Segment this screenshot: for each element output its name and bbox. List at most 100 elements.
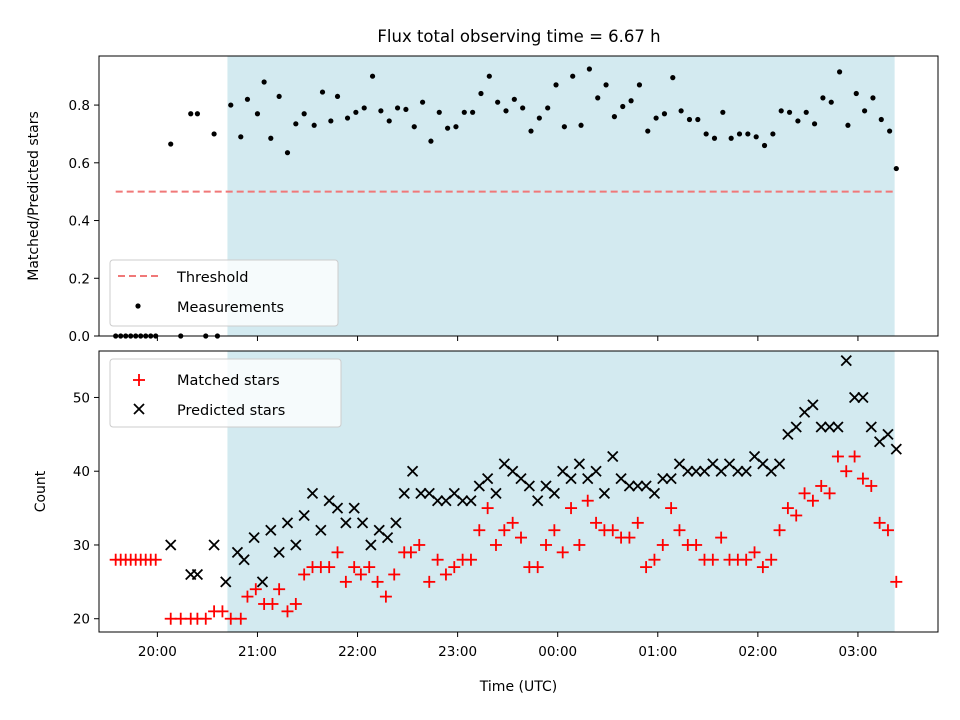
predicted-point-b [865,421,877,433]
bottom-y-ticks: 20 30 40 50 [73,390,99,628]
measurement-point [520,105,526,111]
predicted-point-b [191,568,204,581]
measurement-point [578,122,584,128]
matched-point [273,583,286,596]
predicted-point [865,421,877,433]
measurement-point [276,93,282,100]
matched-point [224,612,237,625]
matched-point [234,612,247,625]
predicted-point [815,421,827,433]
matched-point [423,575,436,588]
matched-point [531,561,544,574]
measurement-point [353,109,359,115]
predicted-point [298,509,310,522]
measurement-point [378,108,384,114]
measurement-point [403,106,409,113]
measurement-point [188,111,194,117]
predicted-point-b [723,458,736,470]
predicted-point [238,554,250,566]
top-shaded-span [227,56,895,336]
predicted-point-b [790,421,802,433]
measurement-point [453,124,459,130]
predicted-point-b [256,576,269,588]
measurement-point [344,115,351,121]
predicted-point-b [615,472,627,485]
matched-point [498,524,511,537]
predicted-point-b [298,509,310,522]
measurement-point [503,108,509,114]
predicted-point-b [273,546,285,558]
matched-point [289,597,302,610]
predicted-point [882,428,894,440]
matched-point [266,597,279,610]
matched-point [348,561,361,574]
predicted-point-b [456,495,469,507]
matched-point [890,575,903,588]
predicted-point [490,487,502,499]
matched-point [715,531,728,544]
legend-label-measurements: Measurements [177,300,284,316]
bottom-x-tick-label: 22:00 [338,644,377,660]
predicted-point [273,546,285,558]
predicted-point-b [373,524,385,536]
measurement-point [753,134,759,140]
predicted-point [832,421,844,433]
predicted-point [840,354,852,367]
bottom-x-tick-label: 21:00 [238,644,277,660]
measurement-point [803,109,809,115]
predicted-point-b [640,480,652,492]
measurement-point [870,95,876,101]
predicted-point-b [220,576,232,588]
predicted-point-b [557,465,569,477]
matched-point [656,538,669,551]
predicted-point [623,480,636,492]
predicted-point-b [406,465,419,477]
predicted-point-b [882,428,894,440]
predicted-point [390,517,402,529]
measurement-point [228,102,234,108]
predicted-point-b [381,531,394,544]
predicted-point-b [331,502,344,514]
bottom-axes-frame [98,350,939,633]
predicted-point-b [632,480,644,492]
top-axes-frame [98,55,939,337]
matched-point [673,524,686,537]
measurement-point [778,108,784,114]
measurement-point [786,109,793,115]
measurement-point [254,111,261,117]
predicted-point-b [590,465,602,477]
predicted-point [548,487,560,499]
matched-point [790,509,803,522]
predicted-point-b [682,465,694,477]
predicted-point [290,539,302,551]
predicted-point [565,472,577,485]
measurement-point [686,116,693,123]
matched-point [540,538,553,551]
measurement-point [311,122,317,128]
measurement-point [611,114,618,120]
predicted-point-b [490,487,502,499]
measurement-point [319,89,326,95]
measurement-point [795,118,801,124]
predicted-point-b [208,539,220,551]
measurement-point [636,82,643,88]
measurement-point [845,122,851,128]
bottom-y-tick-label: 50 [73,390,90,406]
matched-point [565,502,578,515]
chart-title: Flux total observing time = 6.67 h [377,27,660,46]
measurement-point [728,135,734,141]
matched-point [413,538,426,551]
predicted-point-b [690,465,702,477]
measurement-point [678,108,684,114]
measurement-point [301,111,307,117]
matched-point [623,531,636,544]
measurement-point [745,131,751,137]
top-y-ticks: 0.0 0.2 0.4 0.6 0.8 [69,98,99,345]
predicted-point [431,495,444,507]
predicted-point [607,450,619,463]
measurement-point [770,131,776,137]
predicted-point [807,399,819,411]
predicted-point-b [465,495,477,507]
predicted-point [165,539,177,551]
measurement-point [887,128,893,134]
